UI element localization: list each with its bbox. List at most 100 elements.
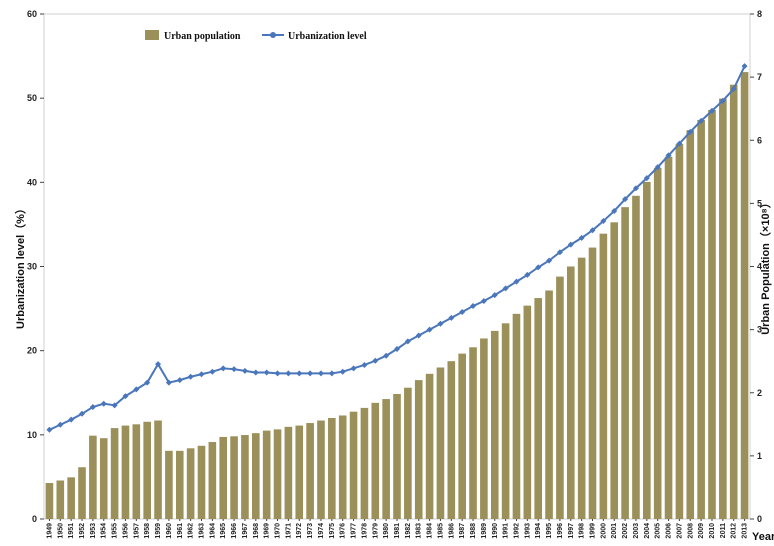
line-point <box>263 369 270 376</box>
x-tick-label: 1975 <box>329 523 336 539</box>
x-tick-label: 2002 <box>622 523 629 539</box>
bar <box>534 298 543 519</box>
left-tick-label: 10 <box>27 430 37 440</box>
line-point <box>524 271 531 278</box>
legend-line-marker <box>270 32 276 38</box>
line-point <box>708 107 715 114</box>
x-tick-label: 1988 <box>470 523 477 539</box>
line-point <box>491 292 498 299</box>
line-point <box>480 298 487 305</box>
bar <box>241 435 249 519</box>
x-tick-label: 1950 <box>57 523 64 539</box>
x-tick-label: 1982 <box>405 523 412 539</box>
bar <box>56 480 65 519</box>
right-tick-label: 6 <box>757 135 762 145</box>
bar <box>512 313 521 519</box>
x-tick-label: 1951 <box>68 523 75 539</box>
x-tick-label: 2007 <box>676 523 683 539</box>
bar <box>447 361 456 519</box>
x-tick-label: 1985 <box>437 523 444 539</box>
x-tick-label: 2008 <box>687 523 694 539</box>
bar <box>740 72 749 519</box>
line-point <box>285 370 292 377</box>
x-tick-label: 2004 <box>644 523 651 539</box>
x-tick-label: 2013 <box>742 523 749 539</box>
line-point <box>730 85 737 92</box>
bar <box>686 130 695 519</box>
line-point <box>622 196 629 203</box>
x-tick-label: 1953 <box>90 523 97 539</box>
bar <box>632 195 640 520</box>
line-point <box>448 314 455 321</box>
line-point <box>687 128 694 135</box>
bar <box>132 424 141 519</box>
x-tick-label: 1962 <box>188 523 195 539</box>
line-point <box>328 370 335 377</box>
right-tick-label: 3 <box>757 325 762 335</box>
bar <box>610 222 619 519</box>
x-tick-label: 1994 <box>535 523 542 539</box>
line-series-urbanization-level <box>46 63 748 433</box>
bar <box>458 353 466 519</box>
line-point <box>589 227 596 234</box>
line-point <box>665 152 672 159</box>
bar <box>675 144 684 519</box>
legend-bar-swatch <box>145 30 159 40</box>
left-tick-label: 40 <box>27 177 37 187</box>
bar <box>78 467 86 519</box>
line-point <box>46 426 53 433</box>
x-tick-label: 1976 <box>340 523 347 539</box>
x-tick-label: 1970 <box>275 523 282 539</box>
x-tick-label: 1963 <box>198 523 205 539</box>
bar <box>328 418 336 519</box>
legend: Urban population Urbanization level <box>145 30 367 42</box>
bar <box>621 207 629 519</box>
x-axis-title: Year <box>752 531 774 543</box>
x-tick-label: 1959 <box>155 523 162 539</box>
x-tick-label: 1961 <box>177 523 184 539</box>
line-point <box>719 97 726 104</box>
bar <box>295 425 304 519</box>
bar <box>349 411 358 519</box>
x-tick-label: 1991 <box>503 523 510 539</box>
x-tick-label: 1986 <box>448 523 455 539</box>
right-tick-label: 4 <box>757 262 762 272</box>
x-tick-label: 1987 <box>459 523 466 539</box>
bar <box>588 247 597 519</box>
bar <box>414 380 423 519</box>
line-point <box>600 218 607 225</box>
x-tick-label: 1973 <box>307 523 314 539</box>
line-point <box>133 386 140 393</box>
x-tick-label: 1977 <box>351 523 358 539</box>
line-point <box>274 370 281 377</box>
x-tick-label: 1968 <box>253 523 260 539</box>
line-point <box>372 357 379 364</box>
line-point <box>676 140 683 147</box>
line-point <box>144 379 151 386</box>
x-tick-label: 1954 <box>101 523 108 539</box>
bar <box>284 426 293 519</box>
legend-line-label: Urbanization level <box>288 31 367 42</box>
x-tick-label: 1979 <box>372 523 379 539</box>
x-tick-label: 1972 <box>296 523 303 539</box>
x-tick-label: 1956 <box>122 523 129 539</box>
bar <box>175 450 184 519</box>
left-tick-label: 20 <box>27 346 37 356</box>
x-tick-label: 1966 <box>231 523 238 539</box>
bar <box>436 367 445 519</box>
x-tick-label: 1964 <box>209 523 216 539</box>
line-point <box>296 370 303 377</box>
x-tick-label: 1984 <box>427 523 434 539</box>
x-tick-label: 1999 <box>590 523 597 539</box>
x-tick-label: 1949 <box>46 523 53 539</box>
line-point <box>556 249 563 256</box>
bar <box>186 448 195 519</box>
x-tick-label: 1974 <box>318 523 325 539</box>
x-tick-label: 2006 <box>666 523 673 539</box>
bar <box>480 338 488 519</box>
right-tick-label: 8 <box>757 9 762 19</box>
legend-bar-label: Urban population <box>164 31 241 42</box>
line-point <box>470 303 477 310</box>
x-tick-label: 1965 <box>220 523 227 539</box>
bar-series-urban-population <box>45 72 749 520</box>
